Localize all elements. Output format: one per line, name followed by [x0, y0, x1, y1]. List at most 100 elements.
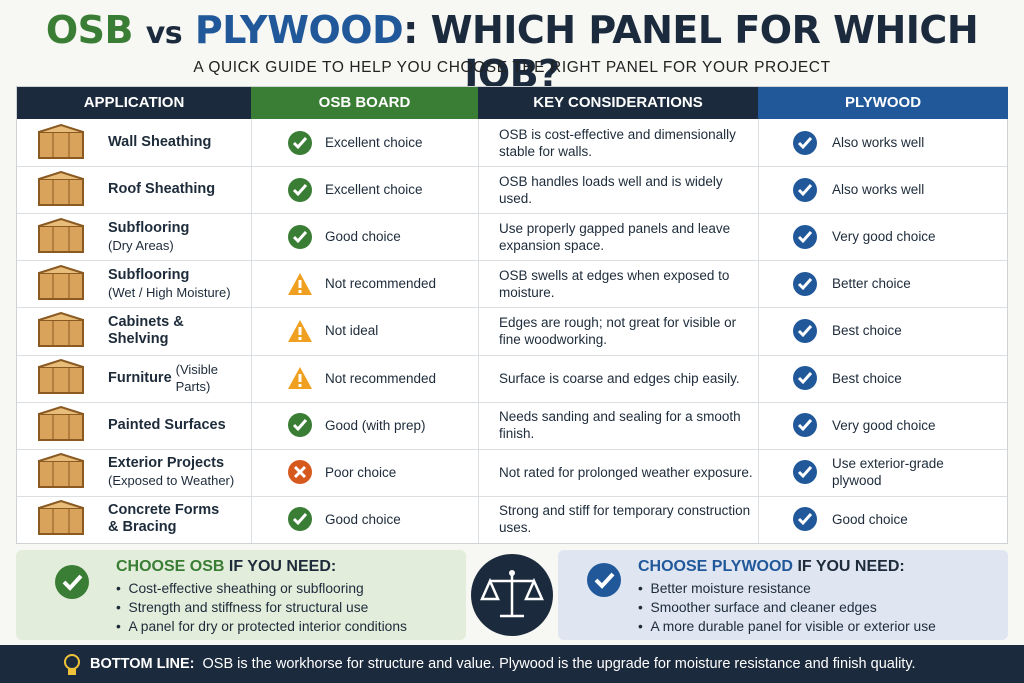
application-icon — [35, 355, 87, 402]
application: Exterior Projects (Exposed to Weather) — [108, 449, 248, 496]
osb-rating: Not recommended — [287, 260, 436, 307]
rating-icon — [287, 130, 313, 156]
plywood-rating: Good choice — [792, 496, 982, 543]
consideration: Surface is coarse and edges chip easily. — [499, 370, 740, 386]
list: • Better moisture resistance • Smoother s… — [638, 579, 1008, 636]
rating-text: Excellent choice — [325, 135, 423, 151]
rating-text: Use exterior-grade plywood — [832, 456, 944, 489]
application-detail: (Exposed to Weather) — [108, 473, 235, 489]
rating-text: Poor choice — [325, 464, 397, 480]
title: OSB vs PLYWOOD: WHICH PANEL FOR WHICH JO… — [0, 8, 1024, 96]
osb-rating: Not recommended — [287, 355, 436, 402]
rating-text: Not recommended — [325, 276, 437, 292]
column-header: KEY CONSIDERATIONS — [478, 87, 758, 119]
check-icon — [55, 565, 89, 599]
application: Cabinets & Shelving — [108, 307, 248, 354]
application-icon — [35, 402, 87, 449]
application: Wall Sheathing — [108, 119, 248, 166]
plywood-rating: Use exterior-grade plywood — [792, 449, 982, 496]
application-name: Roof Sheathing — [108, 181, 216, 198]
row-divider — [17, 307, 1007, 309]
item-text: Smoother surface and cleaner edges — [650, 600, 877, 615]
list-item: • Cost-effective sheathing or subfloorin… — [116, 581, 364, 596]
rating-text: Also works well — [832, 182, 925, 198]
rating-text: Not ideal — [325, 323, 379, 339]
application-name: Concrete Forms & Bracing — [108, 502, 220, 536]
plywood-rating: Better choice — [792, 260, 982, 307]
plywood-box: CHOOSE PLYWOOD IF YOU NEED: • Better moi… — [558, 550, 1008, 640]
title-vs: vs — [145, 16, 183, 51]
column-divider — [758, 119, 759, 543]
rating-text: Good choice — [325, 229, 401, 245]
osb-rating: Poor choice — [287, 449, 396, 496]
subtitle: A QUICK GUIDE TO HELP YOU CHOOSE THE RIG… — [193, 59, 831, 76]
heading-rest: IF YOU NEED: — [228, 558, 337, 575]
application-icon — [35, 307, 87, 354]
application: Furniture (Visible Parts) — [108, 355, 248, 402]
item-text: A panel for dry or protected interior co… — [128, 619, 407, 634]
application: Painted Surfaces — [108, 402, 248, 449]
rating-icon — [287, 365, 313, 391]
application-icon — [35, 496, 87, 543]
rating-icon — [792, 177, 818, 203]
plywood-rating: Also works well — [792, 166, 982, 213]
row-divider — [17, 448, 1007, 450]
item-text: A more durable panel for visible or exte… — [650, 619, 936, 634]
column-divider — [251, 119, 252, 543]
item-text: Cost-effective sheathing or subflooring — [128, 581, 364, 596]
rating-text: Best choice — [832, 323, 902, 339]
osb-rating: Excellent choice — [287, 166, 423, 213]
text: OSB is the workhorse for structure and v… — [202, 656, 916, 672]
application-name: Cabinets & Shelving — [108, 313, 184, 347]
check-icon — [587, 563, 621, 597]
application: Roof Sheathing — [108, 166, 248, 213]
scale-icon — [471, 554, 553, 636]
rating-text: Better choice — [832, 276, 911, 292]
rating-icon — [792, 130, 818, 156]
rating-icon — [287, 318, 313, 344]
table: APPLICATION OSB BOARD KEY CONSIDERATIONS PL… — [16, 86, 1008, 544]
plywood-rating: Very good choice — [792, 402, 982, 449]
osb-rating: Good choice — [287, 496, 401, 543]
list-item: • A more durable panel for visible or ex… — [638, 619, 936, 634]
rating-icon — [792, 365, 818, 391]
row-divider — [17, 354, 1007, 356]
rating-text: Very good choice — [832, 229, 936, 245]
consideration: Needs sanding and sealing for a smooth f… — [499, 409, 741, 442]
list-item: • A panel for dry or protected interior … — [116, 619, 407, 634]
label: BOTTOM LINE: — [90, 656, 195, 672]
rating-icon — [287, 177, 313, 203]
item-text: Better moisture resistance — [650, 581, 811, 596]
application-name: Furniture — [108, 369, 172, 386]
application-detail: (Dry Areas) — [108, 237, 174, 253]
rating-icon — [792, 459, 818, 485]
rating-icon — [287, 271, 313, 297]
application-icon — [35, 119, 87, 166]
consideration: Edges are rough; not great for visible o… — [499, 314, 737, 347]
application-icon — [35, 166, 87, 213]
rating-icon — [287, 459, 313, 485]
bottom-line: BOTTOM LINE: OSB is the workhorse for st… — [0, 645, 1024, 683]
application: Subflooring (Dry Areas) — [108, 213, 248, 260]
application-name: Painted Surfaces — [108, 416, 226, 433]
item-text: Strength and stiffness for structural us… — [128, 600, 369, 615]
title-plywood: PLYWOOD — [194, 8, 404, 52]
application: Subflooring (Wet / High Moisture) — [108, 260, 248, 307]
consideration: OSB swells at edges when exposed to mois… — [499, 267, 730, 300]
list-item: • Strength and stiffness for structural … — [116, 600, 369, 615]
title-rest: : WHICH PANEL FOR WHICH JOB? — [403, 8, 979, 96]
rating-text: Not recommended — [325, 370, 437, 386]
rating-icon — [792, 224, 818, 250]
application-name: Subflooring — [108, 266, 190, 283]
consideration: Use properly gapped panels and leave exp… — [499, 220, 731, 253]
rating-text: Very good choice — [832, 417, 936, 433]
application-name: Exterior Projects — [108, 455, 225, 472]
rating-text: Excellent choice — [325, 182, 423, 198]
consideration: Strong and stiff for temporary construct… — [499, 503, 751, 536]
row-divider — [17, 495, 1007, 497]
column-header: OSB BOARD — [251, 87, 478, 119]
osb-box: CHOOSE OSB IF YOU NEED: • Cost-effective… — [16, 550, 466, 640]
column-header: APPLICATION — [17, 87, 251, 119]
bulb-icon — [64, 654, 80, 675]
